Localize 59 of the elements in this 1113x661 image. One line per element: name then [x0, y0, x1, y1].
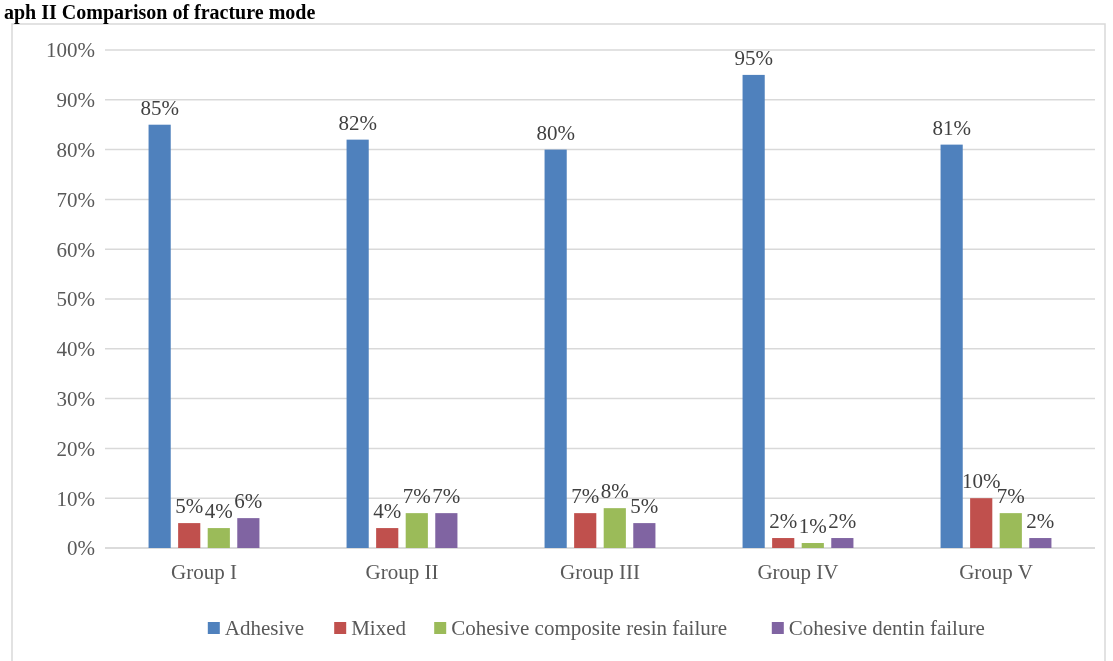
- bar: [801, 543, 824, 548]
- data-label: 4%: [204, 499, 233, 524]
- data-label: 81%: [932, 115, 971, 140]
- data-label: 8%: [600, 479, 629, 504]
- data-label: 2%: [1026, 509, 1055, 534]
- y-tick-label: 90%: [56, 88, 95, 113]
- y-tick-label: 40%: [56, 337, 95, 362]
- x-tick-label: Group IV: [757, 560, 839, 584]
- data-label: 82%: [338, 110, 377, 135]
- legend-label: Cohesive dentin failure: [788, 616, 985, 641]
- bar: [237, 518, 260, 548]
- x-tick-label: Group V: [959, 560, 1033, 584]
- data-label: 4%: [373, 499, 402, 524]
- y-tick-label: 20%: [56, 436, 95, 461]
- legend-label: Cohesive composite resin failure: [451, 616, 728, 641]
- bar: [178, 523, 201, 548]
- bar: [970, 498, 993, 548]
- legend-label: Mixed: [351, 616, 407, 641]
- data-label: 7%: [432, 484, 461, 509]
- y-tick-label: 0%: [67, 536, 95, 561]
- data-label: 1%: [798, 514, 827, 539]
- bar: [435, 513, 458, 548]
- data-label: 7%: [571, 484, 600, 509]
- legend-label: Adhesive: [224, 616, 305, 641]
- bar: [999, 513, 1022, 548]
- bar: [742, 74, 765, 548]
- data-label: 85%: [140, 95, 179, 120]
- y-tick-label: 10%: [56, 486, 95, 511]
- x-tick-label: Group II: [365, 560, 439, 584]
- y-tick-label: 80%: [56, 137, 95, 162]
- y-tick-label: 30%: [56, 386, 95, 411]
- bar: [376, 528, 399, 548]
- data-label: 80%: [536, 120, 575, 145]
- bar: [405, 513, 428, 548]
- x-tick-label: Group I: [171, 560, 237, 584]
- bar: [831, 538, 854, 548]
- bar: [148, 124, 171, 548]
- bar: [574, 513, 597, 548]
- bar: [603, 508, 626, 548]
- bar: [1029, 538, 1052, 548]
- bar: [346, 139, 369, 548]
- y-tick-label: 70%: [56, 187, 95, 212]
- data-label: 5%: [630, 494, 659, 519]
- data-label: 95%: [734, 45, 773, 70]
- bar: [633, 523, 656, 548]
- bar: [772, 538, 795, 548]
- y-tick-label: 60%: [56, 237, 95, 262]
- x-tick-label: Group III: [560, 560, 640, 584]
- y-tick-label: 50%: [56, 287, 95, 312]
- bar: [544, 149, 567, 548]
- bar: [207, 528, 230, 548]
- data-label: 6%: [234, 489, 263, 514]
- y-tick-label: 100%: [46, 38, 95, 63]
- bar: [940, 144, 963, 548]
- chart-title: aph II Comparison of fracture mode: [4, 1, 316, 24]
- data-label: 2%: [828, 509, 857, 534]
- data-label: 5%: [175, 494, 204, 519]
- data-label: 7%: [402, 484, 431, 509]
- data-label: 2%: [769, 509, 798, 534]
